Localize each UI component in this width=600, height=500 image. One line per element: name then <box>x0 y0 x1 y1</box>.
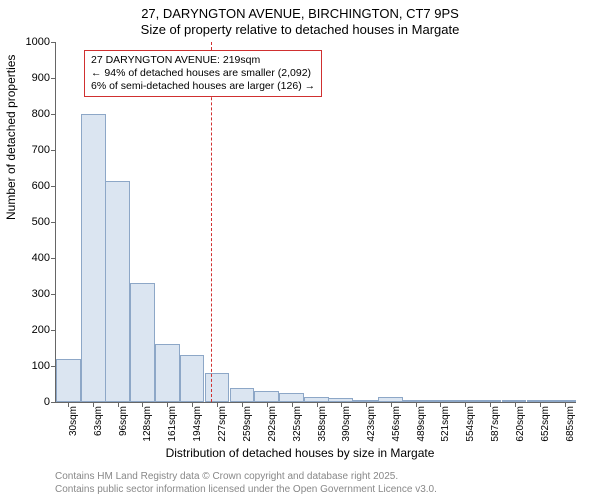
y-tick-mark <box>51 402 56 403</box>
x-axis-label: Distribution of detached houses by size … <box>0 446 600 460</box>
x-tick-label: 292sqm <box>267 406 278 442</box>
x-tick-label: 423sqm <box>366 406 377 442</box>
credits-line-2: Contains public sector information licen… <box>55 483 437 496</box>
y-tick-label: 800 <box>32 108 50 120</box>
y-tick-label: 500 <box>32 216 50 228</box>
y-tick-label: 900 <box>32 72 50 84</box>
x-tick-label: 456sqm <box>391 406 402 442</box>
y-tick-label: 600 <box>32 180 50 192</box>
histogram-bar <box>402 400 427 402</box>
y-tick-mark <box>51 78 56 79</box>
histogram-bar <box>81 114 106 402</box>
histogram-bar <box>130 283 155 402</box>
histogram-bar <box>230 388 255 402</box>
histogram-bar <box>205 373 230 402</box>
annotation-box: 27 DARYNGTON AVENUE: 219sqm← 94% of deta… <box>84 50 322 97</box>
histogram-bar <box>477 400 502 402</box>
y-tick-label: 700 <box>32 144 50 156</box>
x-tick-label: 63sqm <box>93 406 104 436</box>
y-tick-label: 1000 <box>26 36 50 48</box>
x-tick-label: 96sqm <box>118 406 129 436</box>
histogram-bar <box>452 400 477 402</box>
x-tick-label: 194sqm <box>192 406 203 442</box>
x-tick-label: 489sqm <box>416 406 427 442</box>
annotation-line-2: ← 94% of detached houses are smaller (2,… <box>91 67 315 80</box>
x-tick-label: 325sqm <box>292 406 303 442</box>
chart-container: 27, DARYNGTON AVENUE, BIRCHINGTON, CT7 9… <box>0 0 600 500</box>
y-tick-mark <box>51 42 56 43</box>
histogram-bar <box>279 393 304 402</box>
histogram-bar <box>551 400 576 402</box>
plot-area: 0100200300400500600700800900100030sqm63s… <box>55 42 576 403</box>
y-tick-mark <box>51 186 56 187</box>
y-tick-label: 400 <box>32 252 50 264</box>
histogram-bar <box>328 398 353 402</box>
title-line-1: 27, DARYNGTON AVENUE, BIRCHINGTON, CT7 9… <box>0 6 600 21</box>
annotation-line-3: 6% of semi-detached houses are larger (1… <box>91 80 315 93</box>
y-axis-label: Number of detached properties <box>4 55 18 220</box>
x-tick-label: 161sqm <box>167 406 178 442</box>
y-tick-mark <box>51 114 56 115</box>
histogram-bar <box>254 391 279 402</box>
x-tick-label: 358sqm <box>317 406 328 442</box>
x-tick-label: 128sqm <box>142 406 153 442</box>
credits-line-1: Contains HM Land Registry data © Crown c… <box>55 470 437 483</box>
y-tick-mark <box>51 258 56 259</box>
histogram-bar <box>353 400 378 402</box>
histogram-bar <box>427 400 452 402</box>
y-tick-mark <box>51 150 56 151</box>
x-tick-label: 652sqm <box>540 406 551 442</box>
histogram-bar <box>180 355 205 402</box>
x-tick-label: 685sqm <box>565 406 576 442</box>
y-tick-mark <box>51 222 56 223</box>
x-tick-label: 227sqm <box>217 406 228 442</box>
x-tick-label: 554sqm <box>465 406 476 442</box>
title-line-2: Size of property relative to detached ho… <box>0 22 600 37</box>
y-tick-label: 100 <box>32 360 50 372</box>
histogram-bar <box>56 359 81 402</box>
histogram-bar <box>155 344 180 402</box>
histogram-bar <box>502 400 527 402</box>
histogram-bar <box>304 397 329 402</box>
y-tick-mark <box>51 330 56 331</box>
y-tick-label: 200 <box>32 324 50 336</box>
histogram-bar <box>378 397 403 402</box>
x-tick-label: 587sqm <box>490 406 501 442</box>
x-tick-label: 259sqm <box>242 406 253 442</box>
histogram-bar <box>105 181 130 402</box>
credits: Contains HM Land Registry data © Crown c… <box>55 470 437 496</box>
histogram-bar <box>527 400 552 402</box>
y-tick-label: 0 <box>44 396 50 408</box>
y-tick-mark <box>51 294 56 295</box>
x-tick-label: 390sqm <box>341 406 352 442</box>
annotation-line-1: 27 DARYNGTON AVENUE: 219sqm <box>91 54 315 67</box>
x-tick-label: 620sqm <box>515 406 526 442</box>
x-tick-label: 521sqm <box>440 406 451 442</box>
y-tick-label: 300 <box>32 288 50 300</box>
x-tick-label: 30sqm <box>68 406 79 436</box>
